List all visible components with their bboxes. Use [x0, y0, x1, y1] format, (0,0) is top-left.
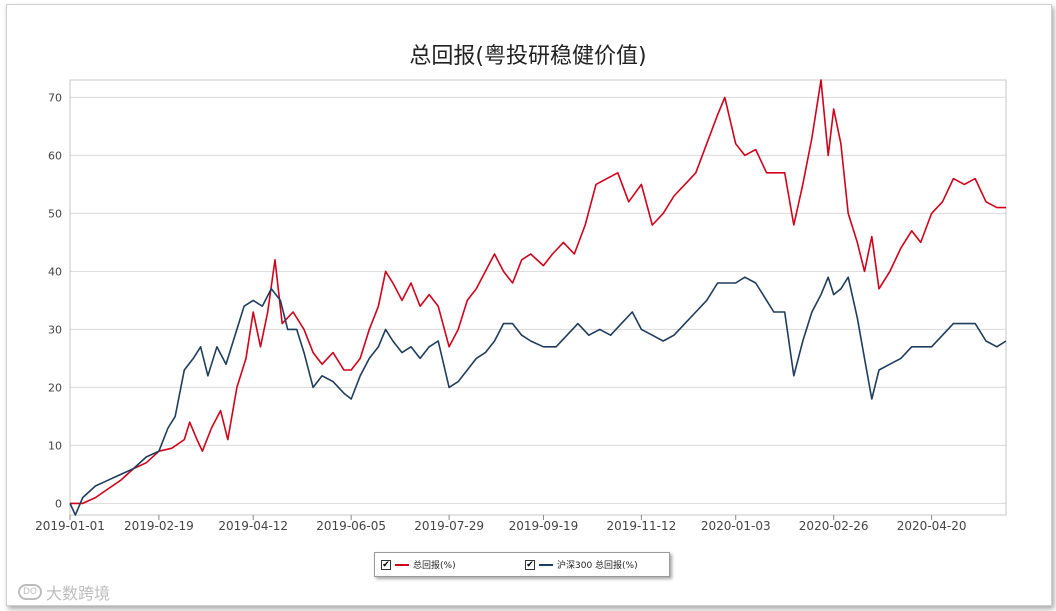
series-line-csi300 [69, 276, 1007, 516]
axes [69, 79, 1007, 520]
x-tick-label: 2019-04-12 [218, 519, 288, 533]
y-tick-label: 20 [48, 381, 62, 394]
legend: ✔ 总回报(%) ✔ 沪深300 总回报(%) [374, 552, 670, 577]
y-tick-label: 10 [48, 439, 62, 452]
legend-label: 总回报(%) [413, 561, 456, 571]
watermark: DO 大数跨境 [18, 580, 110, 604]
legend-item-csi300[interactable]: ✔ 沪深300 总回报(%) [525, 558, 638, 571]
y-tick-label: 40 [48, 265, 62, 278]
grid-lines [70, 96, 1006, 504]
y-tick-label: 60 [48, 149, 62, 162]
chart-frame [6, 4, 1052, 606]
y-tick-labels: 0 10 20 30 40 50 60 70 [48, 91, 62, 510]
checkbox-icon[interactable]: ✔ [381, 559, 391, 570]
watermark-text: 大数跨境 [46, 584, 111, 603]
y-tick-label: 50 [48, 207, 62, 220]
watermark-logo-icon: DO [18, 584, 42, 600]
x-tick-label: 2019-06-05 [316, 519, 386, 533]
x-tick-label: 2020-02-26 [799, 519, 869, 533]
legend-item-total-return[interactable]: ✔ 总回报(%) [381, 558, 456, 571]
x-tick-label: 2019-01-01 [35, 519, 105, 533]
legend-label: 沪深300 总回报(%) [557, 561, 638, 571]
x-tick-label: 2019-07-29 [414, 519, 484, 533]
x-tick-label: 2019-02-19 [124, 519, 194, 533]
plot-area [69, 79, 1007, 516]
series-lines [69, 79, 1007, 516]
x-tick-label: 2019-09-19 [509, 519, 579, 533]
y-tick-label: 30 [48, 323, 62, 336]
y-tick-label: 70 [48, 91, 62, 104]
chart-title: 总回报(粤投研稳健价值) [409, 44, 647, 69]
x-tick-labels: 2019-01-01 2019-02-19 2019-04-12 2019-06-05… [35, 519, 966, 533]
x-tick-label: 2019-11-12 [607, 519, 677, 533]
x-tick-label: 2020-04-20 [897, 519, 967, 533]
y-tick-label: 0 [55, 497, 62, 510]
legend-swatch-total-return [395, 563, 409, 566]
checkbox-icon[interactable]: ✔ [525, 559, 535, 570]
x-tick-label: 2020-01-03 [701, 519, 771, 533]
series-line-total-return [70, 79, 1006, 505]
legend-swatch-csi300 [539, 563, 553, 566]
